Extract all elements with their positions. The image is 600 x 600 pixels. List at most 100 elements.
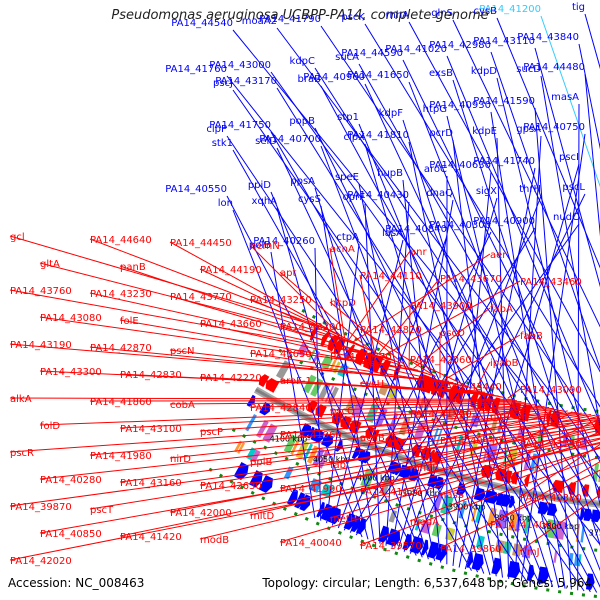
feature-band: [320, 355, 334, 370]
forward-callout-line: [326, 243, 360, 524]
forward-gene-label: pscL: [562, 182, 585, 193]
feature-band: [523, 515, 531, 534]
reverse-callout-line: [9, 442, 600, 561]
reverse-callout-line: [169, 295, 397, 362]
reverse-callout-line: [359, 382, 499, 397]
reverse-callout-line: [249, 402, 527, 408]
forward-gene-label: PA14_40300: [429, 220, 491, 231]
scale-label: 3900 kbp: [448, 503, 486, 512]
feature-band: [435, 429, 443, 447]
reverse-gene-label: modA: [410, 517, 439, 528]
reverse-callout-line: [89, 238, 333, 332]
forward-callout-line: [232, 209, 363, 538]
reverse-gene-label: PA14_40380: [520, 493, 582, 504]
forward-gene-label: PA14_41750: [209, 120, 271, 131]
forward-gene-label: PA14_43840: [517, 32, 579, 43]
forward-gene-label: stp1: [337, 112, 359, 123]
reverse-gene-label: PA14_43080: [40, 313, 102, 324]
reverse-callout-line: [9, 425, 600, 507]
feature-band: [379, 475, 392, 495]
reverse-gene-label: acnA: [330, 244, 355, 255]
forward-gene-label: PA14_40700: [259, 134, 321, 145]
reverse-callout-line: [279, 271, 371, 351]
reverse-callout-line: [39, 406, 545, 426]
forward-gene-label: thrH: [519, 184, 541, 195]
forward-gene-label: moaA2: [242, 16, 277, 27]
reverse-gene-label: pscN: [170, 346, 195, 357]
feature-band: [431, 523, 442, 538]
forward-callout-line: [226, 75, 600, 546]
forward-callout-line: [496, 77, 600, 507]
reverse-callout-line: [359, 456, 600, 546]
reverse-gene-label: PA14_43250: [250, 295, 312, 306]
reverse-gene-label: PA14_42830: [120, 370, 182, 381]
reverse-gene-label: rimJ: [520, 547, 540, 558]
reverse-callout-line: [329, 247, 346, 338]
forward-gene: [259, 401, 271, 416]
reverse-gene-label: ppiB: [250, 457, 272, 468]
reverse-gene-label: mhaB: [410, 463, 439, 474]
feature-band: [332, 361, 341, 374]
forward-gene-label: glnS: [431, 8, 453, 19]
reverse-gene-label: cysH: [360, 379, 384, 390]
forward-gene-label: pcrD: [429, 128, 453, 139]
reverse-callout-line: [507, 388, 521, 399]
forward-gene-label: PA14_42980: [429, 40, 491, 51]
forward-callout-line: [534, 107, 572, 590]
reverse-gene-label: PA14_42020: [10, 556, 72, 567]
reverse-gene-label: PA14_44640: [90, 235, 152, 246]
reverse-gene-label: apt: [280, 268, 296, 279]
reverse-callout-line: [119, 407, 550, 429]
forward-callout-line: [496, 137, 510, 579]
forward-gene-label: sucA: [335, 52, 359, 63]
reverse-gene-label: pscP: [200, 427, 223, 438]
reverse-gene-label: PA14_39870: [10, 502, 72, 513]
reverse-gene-label: alkA: [10, 394, 32, 405]
reverse-gene-label: PA14_42000: [170, 508, 232, 519]
reverse-gene-label: PA14_41860: [90, 397, 152, 408]
reverse-callout-line: [89, 292, 392, 360]
forward-callout-line: [314, 67, 600, 514]
reverse-gene-label: PA14_42820: [360, 325, 422, 336]
reverse-gene-label: PA14_41960: [280, 430, 342, 441]
reverse-callout-line: [89, 427, 600, 510]
reverse-callout-line: [199, 407, 554, 432]
forward-gene-label: ppiD: [248, 180, 271, 191]
forward-gene-label: PA14_41760: [165, 64, 227, 75]
forward-callout-line: [452, 19, 600, 328]
feature-band: [250, 449, 261, 463]
forward-callout-line: [452, 171, 492, 566]
reverse-callout-line: [408, 304, 411, 367]
forward-callout-line: [490, 51, 600, 370]
feature-band: [502, 541, 513, 555]
forward-gene: [507, 560, 521, 579]
reverse-callout-line: [119, 418, 600, 483]
reverse-gene-label: PA14_44190: [200, 265, 262, 276]
reverse-callout-line: [382, 280, 521, 357]
forward-gene-label: PA14_40930: [429, 100, 491, 111]
reverse-callout-line: [439, 469, 600, 549]
forward-callout-line: [358, 183, 436, 561]
feature-band: [290, 437, 301, 455]
backbone-core: [254, 388, 600, 506]
feature-band: [312, 448, 325, 467]
feature-band: [475, 504, 484, 524]
forward-gene-label: aroC: [424, 164, 447, 175]
forward-callout-line: [232, 149, 472, 571]
forward-gene-label: PA14_43110: [473, 36, 535, 47]
forward-gene-label: PA14_40840: [385, 224, 447, 235]
reverse-gene-label: PA14_43300: [40, 367, 102, 378]
reverse-callout-line: [249, 244, 341, 336]
reverse-callout-line: [9, 411, 578, 453]
forward-callout-line: [276, 147, 479, 573]
reverse-callout-line: [9, 289, 388, 359]
forward-callout-line: [270, 191, 423, 558]
feature-band: [494, 539, 505, 554]
reverse-callout-line: [409, 446, 600, 522]
forward-gene-label: ctpA: [336, 232, 359, 243]
feature-band: [275, 360, 291, 380]
reverse-callout-line: [169, 429, 600, 513]
forward-gene-label: sucD: [516, 64, 541, 75]
